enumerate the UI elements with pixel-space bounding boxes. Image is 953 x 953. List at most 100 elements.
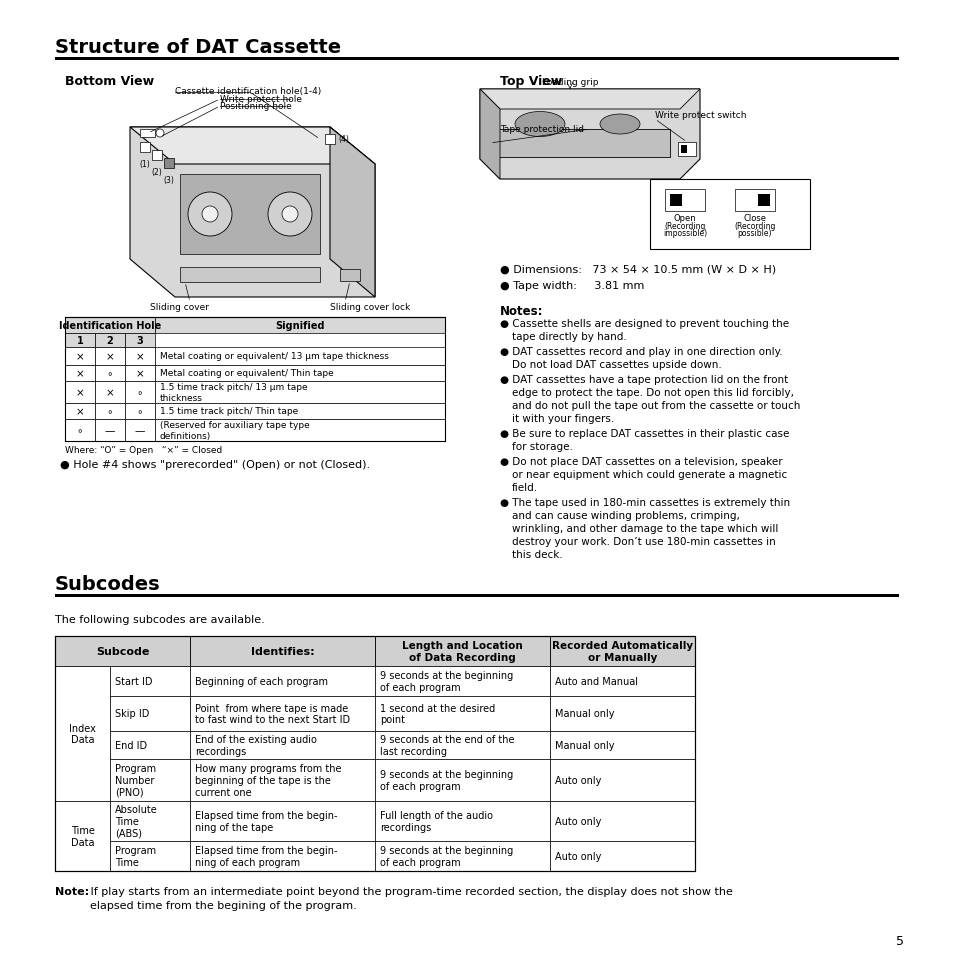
Text: Auto only: Auto only [555,775,600,785]
Text: (Reserved for auxiliary tape type
definitions): (Reserved for auxiliary tape type defini… [160,421,310,440]
Text: ×: × [75,388,84,397]
Bar [65,381,95,403]
Text: Metal coating or equivalent/ Thin tape: Metal coating or equivalent/ Thin tape [160,369,334,378]
Text: ● Dimensions:   73 × 54 × 10.5 mm (W × D × H): ● Dimensions: 73 × 54 × 10.5 mm (W × D ×… [499,265,776,274]
Text: 1.5 time track pitch/ 13 μm tape
thickness: 1.5 time track pitch/ 13 μm tape thickne… [160,383,307,402]
Circle shape [156,130,164,138]
Text: The following subcodes are available.: The following subcodes are available. [55,615,265,624]
Bar [550,666,695,697]
Bar [550,801,695,841]
Circle shape [188,193,232,236]
Text: Do not load DAT cassettes upside down.: Do not load DAT cassettes upside down. [512,359,721,370]
Bar [55,595,898,598]
Text: 9 seconds at the end of the
last recording: 9 seconds at the end of the last recordi… [379,735,514,756]
Text: Auto and Manual: Auto and Manual [555,677,638,686]
Text: Structure of DAT Cassette: Structure of DAT Cassette [55,38,341,57]
Text: ● Do not place DAT cassettes on a television, speaker: ● Do not place DAT cassettes on a televi… [499,456,781,467]
Text: and can cause winding problems, crimping,: and can cause winding problems, crimping… [512,511,740,520]
Bar [110,697,190,731]
Bar [140,130,154,138]
Text: Time
Data: Time Data [71,825,94,847]
Bar [55,637,190,666]
Polygon shape [479,90,700,110]
Text: End of the existing audio
recordings: End of the existing audio recordings [194,735,316,756]
Text: Beginning of each program: Beginning of each program [194,677,328,686]
Bar [55,58,898,61]
Text: ∘: ∘ [136,407,143,416]
Bar [125,334,154,348]
Bar [152,151,162,161]
Text: Subcodes: Subcodes [55,575,160,594]
Text: ×: × [135,369,144,378]
Text: ∘: ∘ [136,388,143,397]
Text: ● DAT cassettes have a tape protection lid on the front: ● DAT cassettes have a tape protection l… [499,375,787,385]
Bar [125,348,154,366]
Text: ● Cassette shells are designed to prevent touching the: ● Cassette shells are designed to preven… [499,318,788,329]
Bar [110,801,190,841]
Text: Point  from where tape is made
to fast wind to the next Start ID: Point from where tape is made to fast wi… [194,703,350,724]
Text: Length and Location
of Data Recording: Length and Location of Data Recording [402,640,522,662]
Bar [680,146,686,153]
Bar [110,760,190,801]
Text: Start ID: Start ID [115,677,152,686]
Bar [55,666,110,801]
Text: Bottom View: Bottom View [65,75,154,88]
Polygon shape [330,128,375,297]
Text: wrinkling, and other damage to the tape which will: wrinkling, and other damage to the tape … [512,523,778,534]
Text: Open: Open [673,213,696,223]
Text: Close: Close [742,213,765,223]
Bar [375,666,550,697]
Bar [125,403,154,419]
Bar [55,637,695,871]
Bar [325,135,335,145]
Bar [375,801,550,841]
Bar [65,419,95,441]
Text: Sliding cover: Sliding cover [150,303,209,312]
Text: 9 seconds at the beginning
of each program: 9 seconds at the beginning of each progr… [379,671,513,692]
Text: Tape protection lid: Tape protection lid [499,126,583,134]
Text: elapsed time from the begining of the program.: elapsed time from the begining of the pr… [55,900,356,910]
Bar [154,348,444,366]
Text: 9 seconds at the beginning
of each program: 9 seconds at the beginning of each progr… [379,769,513,791]
Text: possible): possible) [737,229,771,237]
Text: 1.5 time track pitch/ Thin tape: 1.5 time track pitch/ Thin tape [160,407,298,416]
Bar [154,419,444,441]
Text: (Recording: (Recording [734,222,775,231]
Bar [550,637,695,666]
Polygon shape [130,128,375,297]
Text: tape directly by hand.: tape directly by hand. [512,332,626,341]
Bar [375,697,550,731]
Text: 1: 1 [76,335,83,346]
Text: it with your fingers.: it with your fingers. [512,414,614,423]
Polygon shape [180,174,319,254]
Bar [95,381,125,403]
Text: Manual only: Manual only [555,709,614,719]
Text: Where: “O” = Open   “×” = Closed: Where: “O” = Open “×” = Closed [65,446,222,455]
Text: Write protect switch: Write protect switch [655,111,745,119]
Text: 3: 3 [136,335,143,346]
Text: Index
Data: Index Data [69,723,96,744]
Bar [180,268,319,283]
Text: —: — [105,426,115,436]
Text: ×: × [75,352,84,361]
Text: (4): (4) [337,135,349,144]
Circle shape [282,207,297,223]
Text: ×: × [75,407,84,416]
Bar [164,159,173,169]
Bar [65,317,154,334]
Text: Program
Number
(PNO): Program Number (PNO) [115,763,156,797]
Polygon shape [479,90,499,180]
Text: ● Hole #4 shows "prerecorded" (Open) or not (Closed).: ● Hole #4 shows "prerecorded" (Open) or … [60,459,370,470]
Bar [190,731,375,760]
Bar [95,403,125,419]
Text: Auto only: Auto only [555,851,600,862]
Text: ∘: ∘ [76,426,83,436]
Bar [190,637,375,666]
Text: ×: × [106,388,114,397]
Bar [65,403,95,419]
Bar [140,143,150,152]
Text: Cassette identification hole(1-4): Cassette identification hole(1-4) [174,87,321,96]
Text: ● The tape used in 180-min cassettes is extremely thin: ● The tape used in 180-min cassettes is … [499,497,789,507]
Ellipse shape [515,112,564,137]
Bar [110,666,190,697]
